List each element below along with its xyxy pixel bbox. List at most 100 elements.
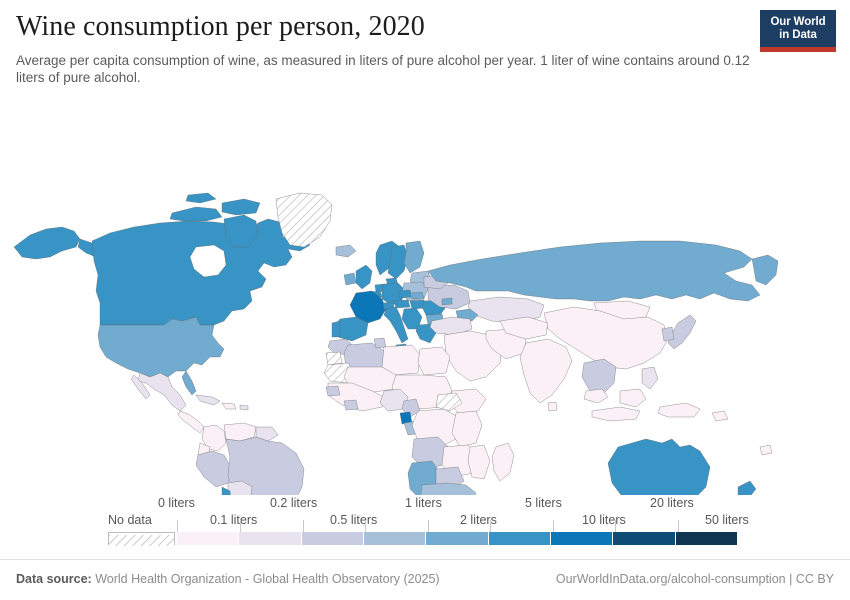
country-canada-arctic-3[interactable] [185, 192, 217, 204]
country-cuba[interactable] [195, 394, 221, 406]
legend-color-bar[interactable] [177, 532, 737, 545]
country-korea[interactable] [661, 326, 675, 342]
country-tunisia[interactable] [373, 337, 387, 349]
country-sea-mainland[interactable] [581, 358, 617, 396]
country-canada-arctic-2[interactable] [221, 198, 261, 216]
country-south-africa[interactable] [420, 482, 477, 495]
country-iceland[interactable] [335, 244, 357, 258]
country-portugal[interactable] [331, 320, 341, 338]
country-middle-east[interactable] [443, 330, 503, 382]
country-united-states[interactable] [97, 316, 225, 378]
country-russia[interactable] [427, 240, 761, 302]
country-us-florida[interactable] [181, 370, 197, 396]
country-france[interactable] [349, 290, 387, 324]
legend-label-no-data: No data [108, 513, 152, 527]
country-new-zealand-north[interactable] [737, 480, 757, 495]
legend-swatch-no-data[interactable] [108, 532, 175, 546]
country-canada-baffin[interactable] [223, 214, 259, 248]
country-moldova[interactable] [441, 297, 453, 306]
country-puerto-rico[interactable] [239, 404, 249, 411]
legend-tick-10 [615, 520, 616, 532]
country-colombia[interactable] [201, 424, 227, 452]
country-egypt[interactable] [417, 346, 451, 376]
chart-subtitle: Average per capita consumption of wine, … [16, 53, 750, 85]
country-india[interactable] [519, 338, 573, 404]
legend-bin-0.2-0.5[interactable] [301, 532, 364, 545]
country-west-africa[interactable] [327, 382, 385, 412]
country-italy[interactable] [383, 306, 409, 344]
country-central-asia[interactable] [499, 316, 549, 340]
data-source-prefix: Data source: [16, 572, 92, 586]
legend-bin-5-10[interactable] [550, 532, 614, 545]
country-czechia[interactable] [397, 289, 413, 299]
country-sri-lanka[interactable] [547, 401, 558, 412]
country-kamchatka[interactable] [751, 254, 779, 286]
country-guyanas[interactable] [255, 426, 279, 442]
legend-bin-0.5-1[interactable] [363, 532, 427, 545]
legend-label-0-1: 0.1 liters [210, 513, 258, 527]
country-philippines[interactable] [641, 366, 659, 390]
page-title: Wine consumption per person, 2020 [16, 11, 425, 42]
legend-tick-1 [428, 520, 429, 532]
country-madagascar[interactable] [491, 442, 515, 482]
country-slovakia[interactable] [409, 291, 425, 300]
legend-bin-0.1-0.2[interactable] [239, 532, 302, 545]
legend-label-50: 50 liters [705, 513, 749, 527]
hatch-pattern-icon [109, 535, 174, 546]
country-guinea-bissau[interactable] [325, 385, 341, 397]
data-source-text: World Health Organization - Global Healt… [95, 572, 440, 586]
country-finland[interactable] [403, 240, 425, 274]
legend-bin-20-50[interactable] [675, 532, 737, 545]
chart-header: Wine consumption per person, 2020 Averag… [16, 10, 756, 86]
country-png-islands[interactable] [711, 410, 729, 422]
legend-tick-5 [553, 520, 554, 532]
owid-logo[interactable]: Our World in Data [760, 10, 836, 52]
country-east-africa[interactable] [451, 410, 483, 448]
country-chile[interactable] [221, 486, 242, 495]
country-sweden[interactable] [387, 244, 409, 280]
country-liberia[interactable] [343, 399, 359, 411]
country-borneo[interactable] [619, 388, 647, 408]
country-china[interactable] [543, 306, 669, 370]
legend-bin-0-0.1[interactable] [177, 532, 240, 545]
country-mexico[interactable] [137, 372, 187, 412]
country-canada-arctic-1[interactable] [169, 206, 223, 222]
country-australia[interactable] [607, 438, 711, 495]
country-austria[interactable] [393, 299, 411, 309]
country-western-sahara[interactable] [325, 351, 343, 366]
hudson-bay [189, 244, 227, 278]
world-choropleth-map[interactable] [0, 95, 850, 495]
country-new-guinea[interactable] [657, 402, 701, 418]
legend-bin-1-2[interactable] [426, 532, 489, 545]
country-ireland[interactable] [343, 272, 357, 286]
legend-bin-10-20[interactable] [613, 532, 676, 545]
country-central-america[interactable] [177, 410, 205, 434]
country-mozambique[interactable] [467, 444, 491, 480]
country-hispaniola[interactable] [221, 402, 237, 410]
world-map-svg[interactable] [0, 95, 850, 495]
country-indonesia-1[interactable] [591, 406, 641, 422]
legend-label-0-2: 0.2 liters [270, 496, 318, 510]
legend-tick-0 [177, 520, 178, 532]
footer-link[interactable]: OurWorldInData.org/alcohol-consumption |… [555, 572, 834, 586]
legend-label-5: 5 liters [525, 496, 562, 510]
legend-label-20: 20 liters [650, 496, 694, 510]
map-legend[interactable]: No data 0 liters 0.1 liters 0.2 liters 0… [0, 496, 850, 552]
country-fiji[interactable] [759, 444, 773, 456]
country-alaska[interactable] [13, 226, 81, 260]
legend-bin-2-5[interactable] [488, 532, 551, 545]
country-peru[interactable] [195, 450, 233, 488]
country-united-kingdom[interactable] [355, 264, 373, 290]
legend-label-0-5: 0.5 liters [330, 513, 378, 527]
country-greenland[interactable] [275, 192, 333, 248]
legend-tick-0-2 [303, 520, 304, 532]
country-ukraine[interactable] [427, 284, 471, 310]
legend-tick-20 [678, 520, 679, 532]
country-south-sudan[interactable] [435, 392, 463, 412]
owid-logo-line2: in Data [779, 28, 817, 41]
legend-tick-0-1 [240, 520, 241, 532]
country-baja[interactable] [130, 374, 151, 400]
map-countries[interactable] [13, 192, 779, 495]
country-bolivia[interactable] [227, 480, 253, 495]
country-indonesia-2[interactable] [583, 388, 609, 404]
